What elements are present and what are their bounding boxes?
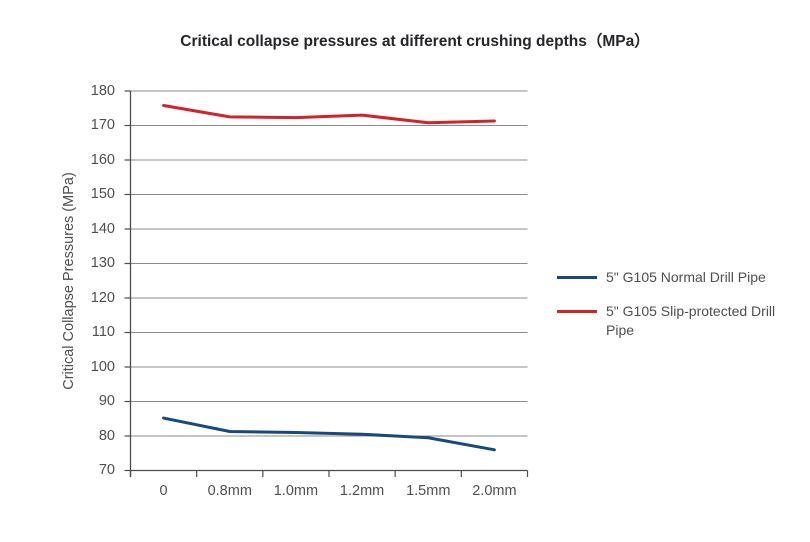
x-tick-label: 0	[159, 483, 168, 499]
chart-title: Critical collapse pressures at different…	[180, 33, 650, 50]
y-tick-label: 70	[98, 462, 115, 478]
y-tick-label: 150	[90, 186, 115, 202]
x-tick-label: 1.2mm	[339, 483, 385, 499]
y-tick-label: 130	[90, 255, 115, 271]
x-tick-label: 0.8mm	[207, 483, 252, 499]
y-tick-label: 120	[90, 289, 115, 306]
legend-label-slip-protected-drill-pipe: 5" G105 Slip-protected Drill Pipe	[606, 303, 776, 338]
legend-item-normal-drill-pipe: 5" G105 Normal Drill Pipe	[557, 268, 798, 287]
x-tick-label: 1.0mm	[273, 483, 319, 499]
y-tick-label: 100	[90, 358, 115, 375]
legend: 5" G105 Normal Drill Pipe 5" G105 Slip-p…	[557, 268, 798, 340]
y-tick-label: 180	[90, 82, 115, 99]
legend-line-sample-blue	[557, 276, 597, 279]
series-line-0	[162, 416, 496, 452]
y-tick-label: 170	[90, 117, 115, 133]
x-tick-label: 2.0mm	[472, 483, 517, 499]
y-tick-label: 110	[91, 324, 115, 340]
x-tick-label: 1.5mm	[406, 483, 451, 499]
y-tick-label: 80	[98, 427, 115, 444]
legend-line-sample-red	[557, 310, 597, 313]
series-line-1	[162, 103, 496, 125]
legend-label-normal-drill-pipe: 5" G105 Normal Drill Pipe	[606, 269, 766, 285]
y-tick-label: 160	[90, 151, 115, 168]
y-tick-label: 90	[98, 393, 115, 409]
y-axis-title: Critical Collapse Pressures (MPa)	[61, 172, 77, 390]
y-tick-label: 140	[90, 220, 115, 237]
legend-item-slip-protected-drill-pipe: 5" G105 Slip-protected Drill Pipe	[557, 302, 798, 340]
